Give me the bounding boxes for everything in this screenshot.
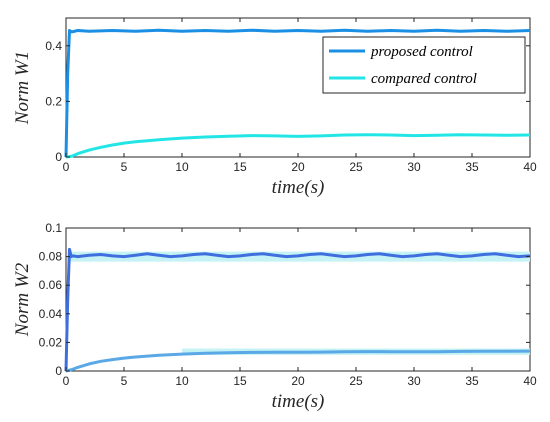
y-ticks-w1: 0 0.2 0.4 — [45, 39, 530, 164]
plot-norm-w1: 0 5 10 15 20 25 30 35 40 0 0.2 0.4 time(s) Norm W1… — [12, 17, 537, 198]
x-tick-label: 35 — [465, 160, 479, 174]
y-tick-label: 0.1 — [45, 221, 62, 235]
legend-label-compared: compared control — [371, 71, 477, 87]
x-tick-label: 5 — [121, 160, 128, 174]
proposed-control-line — [64, 28, 531, 158]
x-tick-label: 35 — [465, 374, 479, 388]
legend-label-proposed: proposed control — [370, 44, 473, 60]
y-tick-label: 0 — [55, 150, 62, 164]
x-tick-label: 10 — [175, 160, 189, 174]
compared-control-line — [65, 133, 531, 159]
x-tick-label: 20 — [291, 374, 305, 388]
series-0-line — [64, 247, 531, 372]
plot-norm-w2: 0 5 10 15 20 25 30 35 40 0 0.02 0.04 0.06 0.08 0.1 ti… — [12, 221, 537, 412]
y-axis-label-w2: Norm W2 — [12, 262, 33, 337]
series-group-w1 — [64, 28, 531, 159]
x-tick-label: 5 — [121, 374, 128, 388]
y-axis-label-w1: Norm W1 — [12, 51, 33, 125]
x-tick-label: 40 — [523, 160, 537, 174]
y-tick-label: 0.08 — [39, 250, 63, 264]
legend-box — [322, 36, 526, 94]
y-tick-label: 0.2 — [45, 94, 62, 108]
y-tick-label: 0.02 — [39, 335, 63, 349]
y-tick-label: 0.4 — [45, 39, 62, 53]
x-tick-label: 10 — [175, 374, 189, 388]
x-tick-label: 15 — [233, 160, 247, 174]
x-tick-label: 30 — [407, 160, 421, 174]
y-tick-label: 0.04 — [39, 307, 63, 321]
y-ticks-w2: 0 0.02 0.04 0.06 0.08 0.1 — [39, 221, 530, 378]
legend: proposed control compared control — [322, 36, 526, 94]
y-tick-label: 0.06 — [39, 278, 63, 292]
x-axis-label-w2: time(s) — [272, 391, 325, 412]
x-ticks-w1: 0 5 10 15 20 25 30 35 40 — [63, 18, 537, 174]
x-tick-label: 0 — [63, 160, 70, 174]
series-1-line — [65, 349, 531, 373]
x-tick-label: 15 — [233, 374, 247, 388]
x-tick-label: 0 — [63, 374, 70, 388]
series-group-w2 — [64, 247, 531, 373]
x-tick-label: 40 — [523, 374, 537, 388]
x-ticks-w2: 0 5 10 15 20 25 30 35 40 — [63, 228, 537, 388]
x-tick-label: 20 — [291, 160, 305, 174]
x-axis-label-w1: time(s) — [272, 177, 325, 198]
x-tick-label: 25 — [349, 160, 363, 174]
x-tick-label: 30 — [407, 374, 421, 388]
y-tick-label: 0 — [55, 364, 62, 378]
x-tick-label: 25 — [349, 374, 363, 388]
